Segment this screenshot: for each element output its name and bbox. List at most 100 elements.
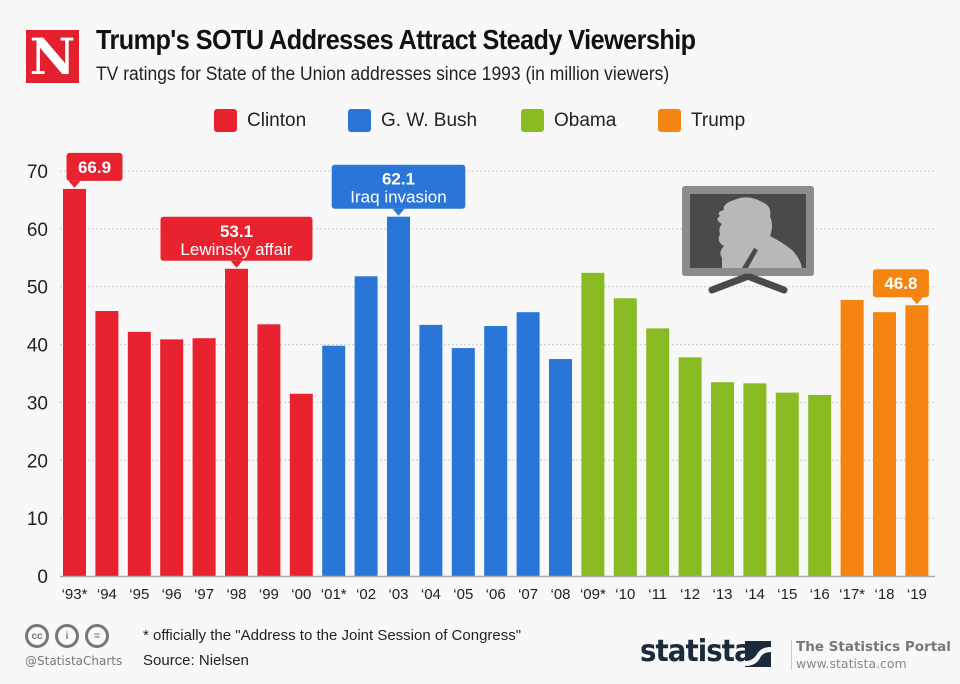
portal-name: The Statistics Portal [796, 639, 951, 655]
x-tick-label: ‘98 [226, 586, 246, 603]
tv-with-trump-silhouette-icon [682, 186, 814, 294]
x-tick-label: ‘05 [453, 586, 473, 603]
nd-icon: = [85, 624, 109, 648]
x-tick-label: ‘17* [839, 586, 865, 603]
legend-label: Obama [554, 109, 617, 131]
x-tick-label: ‘14 [745, 586, 765, 603]
y-tick-label: 20 [27, 451, 48, 472]
by-icon: i [55, 624, 79, 648]
y-tick-label: 10 [27, 509, 48, 530]
footnote: * officially the "Address to the Joint S… [143, 627, 522, 644]
trump-silhouette [717, 197, 802, 268]
bar [484, 326, 508, 576]
bar [775, 392, 799, 576]
annotation-pointer [392, 208, 405, 216]
tv-stand-left [708, 273, 750, 294]
bar [127, 331, 151, 576]
x-tick-label: ‘08 [550, 586, 570, 603]
portal-url[interactable]: www.statista.com [796, 656, 907, 671]
bar [678, 357, 702, 576]
x-tick-label: ‘02 [356, 586, 376, 603]
x-tick-label: ‘18 [874, 586, 894, 603]
y-tick-label: 0 [37, 567, 48, 588]
annotation-value: 66.9 [78, 158, 111, 177]
bar [95, 311, 119, 576]
bar [387, 216, 410, 576]
statista-logo-text[interactable]: statista [640, 634, 753, 669]
bar [743, 383, 767, 576]
annotation-box [160, 216, 313, 261]
divider [791, 640, 792, 670]
tie-shape [742, 248, 758, 268]
x-tick-label: ‘07 [518, 586, 538, 603]
x-tick-label: ‘93* [62, 586, 88, 603]
legend-item-clinton: Clinton [214, 109, 306, 132]
x-tick-label: ‘99 [259, 586, 279, 603]
bar [257, 324, 281, 576]
x-tick-label: ‘03 [388, 586, 408, 603]
cc-icon: cc [25, 624, 49, 648]
legend-swatch-clinton [214, 109, 237, 132]
annotation-box [872, 269, 929, 298]
legend-item-obama: Obama [521, 109, 616, 132]
annotation-value: 53.1 [220, 222, 253, 241]
legend-item-trump: Trump [658, 109, 745, 132]
x-tick-label: ‘97 [194, 586, 214, 603]
x-tick-label: ‘94 [97, 586, 117, 603]
legend-item-bush: G. W. Bush [348, 109, 477, 132]
x-tick-label: ‘01* [321, 586, 347, 603]
x-tick-label: ‘10 [615, 586, 635, 603]
bar [451, 348, 475, 576]
axes: 0 10 20 30 40 50 60 70 ‘93* ‘94 ‘95 ‘96 ‘97 ‘98 ‘99 ‘00… [27, 162, 935, 603]
annotation-value: 62.1 [382, 170, 415, 189]
bar [711, 382, 734, 576]
bar [581, 272, 605, 576]
bar [63, 188, 86, 576]
annotation-pointer [910, 297, 923, 305]
y-tick-label: 60 [27, 220, 48, 241]
annotation-pointer [230, 260, 243, 268]
x-tick-label: ‘12 [680, 586, 700, 603]
legend-label: Trump [691, 109, 746, 131]
license-icons: cc i = [25, 624, 109, 648]
legend-label: G. W. Bush [381, 109, 478, 131]
legend-swatch-obama [521, 109, 544, 132]
bar [419, 324, 443, 576]
chart-subtitle: TV ratings for State of the Union addres… [96, 64, 670, 85]
annotation-callout: 46.8 [872, 269, 929, 305]
annotation-callout: 66.9 [66, 152, 123, 188]
bar [840, 300, 864, 576]
y-tick-label: 70 [27, 162, 48, 183]
bar [613, 298, 637, 576]
bar [160, 339, 184, 576]
y-tick-label: 40 [27, 336, 48, 357]
x-tick-label: ‘19 [907, 586, 927, 603]
annotation-text: Lewinsky affair [180, 240, 292, 259]
x-tick-label: ‘96 [162, 586, 182, 603]
bar [354, 276, 378, 576]
x-tick-label: ‘13 [712, 586, 732, 603]
bar [905, 305, 929, 576]
bar [289, 393, 313, 576]
x-tick-label: ‘11 [648, 586, 667, 603]
y-tick-label: 50 [27, 278, 48, 299]
bar [322, 345, 346, 576]
statista-handle[interactable]: @StatistaCharts [25, 654, 123, 668]
newsweek-logo: N [26, 30, 79, 83]
annotation-value: 46.8 [884, 274, 917, 293]
x-tick-label: ‘00 [291, 586, 311, 603]
x-tick-label: ‘04 [421, 586, 441, 603]
source-note: Source: Nielsen [143, 652, 249, 669]
bar [646, 328, 670, 576]
legend-swatch-bush [348, 109, 371, 132]
legend: Clinton G. W. Bush Obama Trump [0, 109, 960, 135]
annotation-text: Iraq invasion [350, 188, 446, 207]
x-tick-label: ‘95 [129, 586, 149, 603]
bars [63, 188, 929, 576]
bar [873, 312, 896, 576]
legend-label: Clinton [247, 109, 307, 131]
